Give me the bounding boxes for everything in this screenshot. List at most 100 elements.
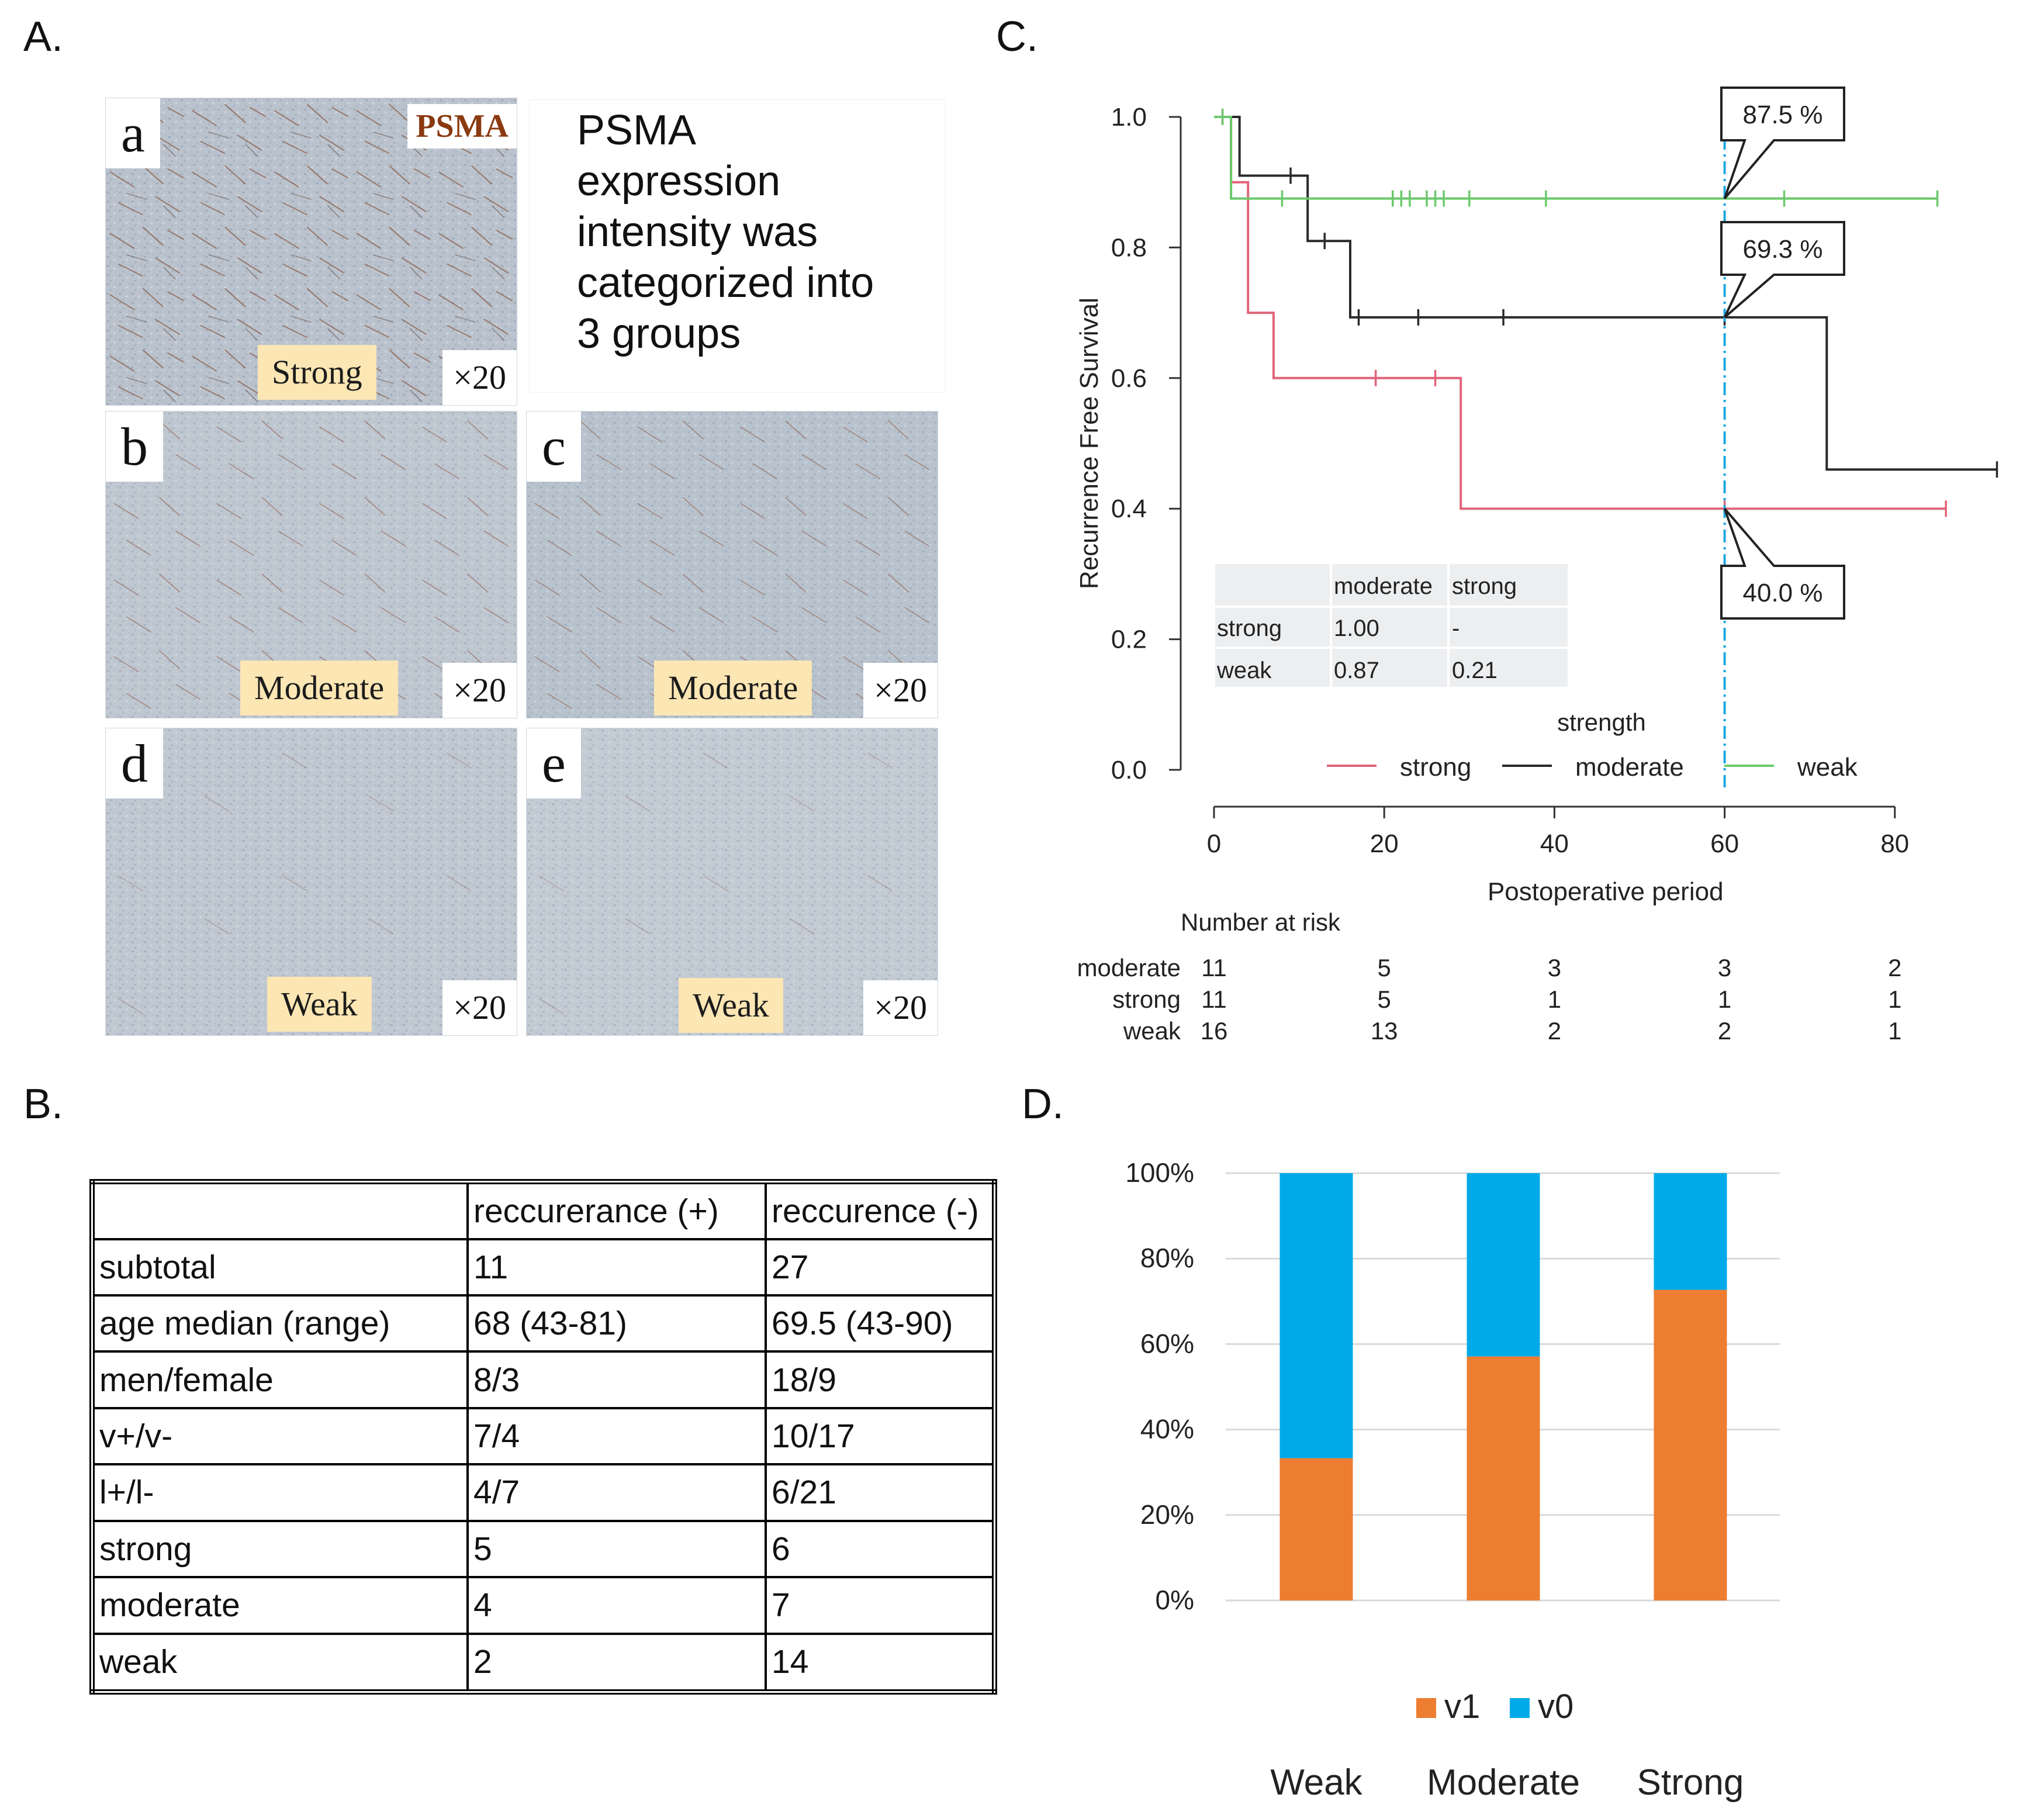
km-pvalue-cell: strong: [1217, 616, 1282, 641]
note-line: intensity was: [577, 209, 818, 255]
stain-label: PSMA: [407, 104, 517, 148]
panel-label-b: B.: [23, 1081, 64, 1128]
note-box: [529, 99, 945, 393]
km-curve-strong: [1214, 116, 1946, 510]
row-label: men/female: [91, 1350, 469, 1409]
bar-y-tick-label: 60%: [1140, 1328, 1194, 1358]
km-risk-row-label: strong: [1112, 986, 1181, 1013]
cell-recurrence-pos: 5: [466, 1519, 767, 1579]
grade-badge: Strong: [258, 345, 376, 400]
km-risk-value: 5: [1378, 954, 1391, 981]
table-row: v+/v- 7/4 10/17: [91, 1406, 996, 1466]
km-risk-value: 2: [1548, 1017, 1561, 1045]
cell-recurrence-pos: 2: [466, 1632, 767, 1693]
bar-y-tick-label: 20%: [1140, 1499, 1194, 1530]
cell-recurrence-neg: 27: [765, 1237, 996, 1297]
micrograph-letter: a: [106, 98, 160, 168]
table-row: strong 5 6: [91, 1519, 996, 1579]
micrograph-b: b Moderate ×20: [105, 411, 517, 718]
cell-recurrence-neg: 6/21: [765, 1463, 996, 1522]
grade-badge: Moderate: [654, 661, 812, 715]
note-line: expression: [577, 158, 781, 205]
cell-recurrence-neg: 18/9: [765, 1350, 996, 1409]
table-header-row: reccurerance (+) reccurence (-): [91, 1180, 996, 1240]
km-y-tick-label: 0.4: [1111, 495, 1147, 523]
bar-legend-swatch-v1: [1416, 1698, 1436, 1718]
km-legend-label-strong: strong: [1400, 753, 1471, 782]
km-curve-moderate: [1214, 116, 1997, 471]
magnification-label: ×20: [442, 980, 517, 1035]
grade-badge: Moderate: [240, 661, 399, 715]
table-row: subtotal 11 27: [91, 1237, 996, 1297]
row-label: v+/v-: [91, 1406, 469, 1466]
km-callout-box: [1720, 221, 1845, 319]
table-header-cell: [91, 1180, 469, 1240]
bar-y-tick-label: 80%: [1140, 1243, 1194, 1273]
km-pvalue-cell: 0.87: [1334, 658, 1379, 683]
magnification-label: ×20: [442, 350, 517, 405]
km-y-tick-label: 1.0: [1111, 103, 1147, 132]
km-risk-value: 5: [1378, 986, 1391, 1013]
magnification-label: ×20: [442, 663, 517, 718]
panel-label-c: C.: [996, 13, 1038, 60]
km-legend-label-moderate: moderate: [1575, 753, 1684, 782]
row-label: l+/l-: [91, 1463, 469, 1522]
bar-y-tick-label: 100%: [1125, 1157, 1194, 1188]
cell-recurrence-neg: 6: [765, 1519, 996, 1579]
note-line: 3 groups: [577, 310, 741, 357]
bar-segment-v0: [1467, 1173, 1540, 1357]
km-x-tick-label: 60: [1710, 829, 1739, 858]
km-risk-value: 3: [1548, 954, 1561, 981]
km-risk-title: Number at risk: [1181, 908, 1341, 936]
table-header-cell: reccurence (-): [765, 1180, 996, 1240]
km-pvalue-table-bg: [1215, 564, 1568, 687]
km-risk-value: 13: [1371, 1017, 1398, 1045]
bar-category-label: Weak: [1270, 1762, 1362, 1803]
km-callout-box: [1720, 507, 1845, 620]
km-risk-row-label: weak: [1123, 1017, 1181, 1045]
bar-y-tick-label: 40%: [1140, 1414, 1194, 1444]
bar-segment-v1: [1654, 1289, 1727, 1600]
bar-legend-swatch-v0: [1510, 1698, 1530, 1718]
bar-segment-v1: [1279, 1458, 1353, 1600]
bar-legend-label-v1: v1: [1444, 1688, 1480, 1726]
km-risk-value: 2: [1888, 954, 1901, 981]
km-risk-value: 1: [1888, 986, 1901, 1013]
km-callout-label: 69.3 %: [1743, 235, 1823, 264]
km-y-tick-label: 0.8: [1111, 233, 1147, 262]
micrograph-d: d Weak ×20: [105, 728, 517, 1036]
km-y-tick-label: 0.6: [1111, 364, 1147, 393]
micrograph-c: c Moderate ×20: [526, 411, 938, 718]
km-legend-label-weak: weak: [1797, 753, 1858, 782]
cell-recurrence-neg: 69.5 (43-90): [765, 1294, 996, 1353]
magnification-label: ×20: [863, 663, 938, 718]
note-line: categorized into: [577, 260, 874, 306]
grade-badge: Weak: [267, 977, 372, 1032]
row-label: strong: [91, 1519, 469, 1579]
km-pvalue-cell: weak: [1216, 658, 1272, 683]
km-risk-value: 11: [1201, 986, 1227, 1013]
note-line: PSMA: [577, 107, 697, 154]
table-row: men/female 8/3 18/9: [91, 1350, 996, 1409]
micrograph-letter: c: [527, 412, 581, 482]
km-x-tick-label: 20: [1370, 829, 1399, 858]
bar-category-label: Moderate: [1427, 1762, 1580, 1803]
km-y-tick-label: 0.0: [1111, 756, 1147, 784]
table-row: age median (range) 68 (43-81) 69.5 (43-9…: [91, 1294, 996, 1353]
bar-segment-v1: [1467, 1356, 1540, 1600]
recurrence-table: reccurerance (+) reccurence (-) subtotal…: [89, 1179, 997, 1695]
micrograph-letter: d: [106, 728, 163, 798]
km-risk-value: 1: [1888, 1017, 1901, 1045]
table-row: moderate 4 7: [91, 1576, 996, 1635]
km-risk-value: 11: [1201, 954, 1227, 981]
note-text: PSMA expression intensity was categorize…: [577, 105, 874, 359]
km-pvalue-header: moderate: [1334, 573, 1433, 599]
km-x-axis-title: Postoperative period: [1488, 877, 1724, 906]
table-header-cell: reccurerance (+): [466, 1180, 767, 1240]
panel-label-a: A.: [23, 13, 64, 60]
bar-segment-v0: [1279, 1173, 1353, 1458]
km-callout-label: 87.5 %: [1743, 101, 1823, 129]
km-risk-value: 2: [1718, 1017, 1731, 1045]
cell-recurrence-pos: 4: [466, 1576, 767, 1635]
